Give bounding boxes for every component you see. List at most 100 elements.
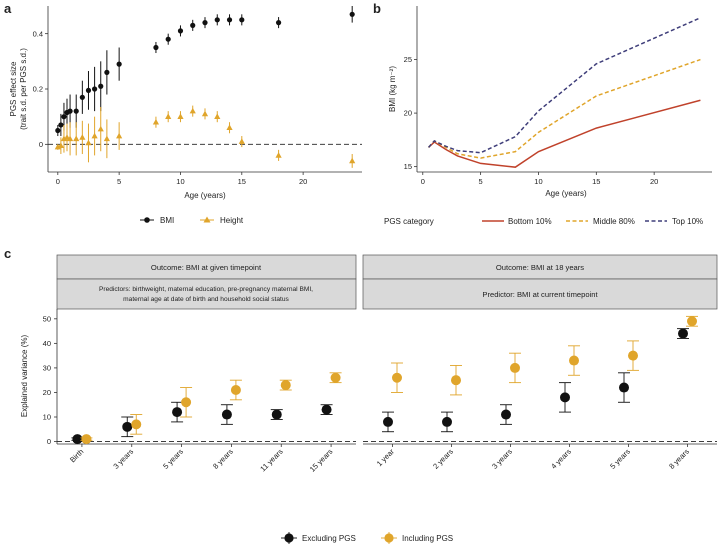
legend-top10-label: Top 10% bbox=[672, 217, 703, 226]
panel-b-x-tick-label: 20 bbox=[650, 177, 658, 186]
legend-excluding-label: Excluding PGS bbox=[302, 534, 356, 543]
panel-c-point-excluding-pgs bbox=[560, 392, 570, 403]
panel-b-y-label: BMI (kg m⁻²) bbox=[388, 66, 397, 112]
panel-a-point-bmi bbox=[177, 28, 184, 34]
panel-b-x-label: Age (years) bbox=[545, 189, 587, 198]
panel-b-x-tick-label: 10 bbox=[534, 177, 542, 186]
panel-a-point-height bbox=[91, 132, 98, 139]
panel-c-point-excluding-pgs bbox=[122, 421, 133, 432]
panel-a-point-height bbox=[57, 142, 64, 149]
panel-label-b: b bbox=[373, 1, 381, 16]
panel-c-x-tick-label: 11 years bbox=[258, 447, 284, 473]
panel-a-point-height bbox=[275, 152, 282, 158]
panel-c-point-excluding-pgs bbox=[383, 416, 393, 427]
panel-a-x-tick-label: 15 bbox=[238, 177, 246, 186]
panel-c-point-including-pgs bbox=[330, 372, 341, 383]
panel-a-y-tick-label: 0.2 bbox=[33, 85, 43, 94]
panel-a-x-label: Age (years) bbox=[184, 191, 226, 200]
panel-a-point-height bbox=[79, 134, 86, 140]
panel-a-y-tick-label: 0 bbox=[39, 140, 43, 149]
panel-c-y-tick-label: 40 bbox=[43, 339, 51, 348]
legend-bmi-label: BMI bbox=[160, 216, 174, 225]
panel-a-y-tick-label: 0.4 bbox=[33, 29, 43, 38]
panel-b-line-middle80 bbox=[428, 58, 701, 159]
panel-a-point-bmi bbox=[67, 108, 73, 114]
panel-b-line-bottom10 bbox=[428, 99, 701, 168]
panel-a-point-bmi bbox=[73, 108, 79, 114]
panel-a-x-tick-label: 20 bbox=[299, 177, 307, 186]
panel-c-point-including-pgs bbox=[230, 385, 241, 395]
panel-b-x-tick-label: 15 bbox=[592, 177, 600, 186]
panel-b-line-top10 bbox=[428, 17, 701, 154]
legend-height-label: Height bbox=[220, 216, 244, 225]
panel-a-chart: 0 5 10 15 20 0 0.2 0.4 Age (years) PGS effect s… bbox=[9, 6, 362, 225]
panel-a-x-tick-label: 5 bbox=[117, 177, 121, 186]
panel-a-point-height bbox=[97, 125, 104, 132]
panel-c-point-excluding-pgs bbox=[501, 409, 511, 420]
panel-b-y-tick-label: 20 bbox=[404, 109, 412, 118]
panel-c-x-tick-label: 1 year bbox=[375, 447, 396, 468]
panel-c-y-tick-label: 10 bbox=[43, 413, 51, 422]
panel-c-x-tick-label: 8 years bbox=[667, 447, 691, 471]
panel-a-point-bmi bbox=[79, 94, 85, 100]
legend-bmi-marker bbox=[144, 217, 150, 223]
panel-label-a: a bbox=[4, 1, 12, 16]
panel-a-legend: BMI Height bbox=[140, 216, 244, 225]
legend-excluding-marker bbox=[284, 533, 294, 543]
panel-c-point-excluding-pgs bbox=[321, 404, 332, 415]
panel-a-point-height bbox=[66, 135, 74, 142]
panel-b-x-tick-label: 0 bbox=[421, 177, 425, 186]
panel-a-point-height bbox=[103, 135, 110, 142]
legend-bottom10-label: Bottom 10% bbox=[508, 217, 552, 226]
panel-b-y-tick-label: 25 bbox=[404, 55, 412, 64]
panel-a-point-bmi bbox=[104, 69, 110, 75]
panel-c-y-label: Explained variance (%) bbox=[20, 335, 29, 418]
panel-a-point-height bbox=[349, 157, 356, 164]
panel-c-x-tick-label: 3 years bbox=[490, 447, 514, 471]
panel-c-y-tick-label: 30 bbox=[43, 364, 51, 373]
panel-a-point-bmi bbox=[61, 114, 67, 120]
legend-title-pgs-category: PGS category bbox=[384, 217, 434, 226]
panel-a-point-height bbox=[189, 107, 196, 114]
panel-a-x-tick-label: 10 bbox=[176, 177, 184, 186]
panel-a-point-bmi bbox=[58, 122, 64, 128]
panel-a-point-bmi bbox=[275, 20, 282, 26]
panel-c-point-excluding-pgs bbox=[678, 328, 688, 339]
panel-a-point-bmi bbox=[214, 17, 220, 23]
panel-c-point-excluding-pgs bbox=[221, 409, 232, 420]
panel-c-x-tick-label: 2 years bbox=[431, 447, 455, 471]
legend-middle80-label: Middle 80% bbox=[593, 217, 635, 226]
panel-a-point-height bbox=[152, 118, 160, 125]
panel-a-point-bmi bbox=[165, 36, 171, 42]
facet1-predictor-label-line2: maternal age at date of birth and househ… bbox=[123, 296, 289, 303]
panel-a-point-height bbox=[177, 113, 184, 119]
facet2-predictor-label: Predictor: BMI at current timepoint bbox=[482, 290, 598, 299]
panel-a-point-bmi bbox=[349, 11, 355, 17]
panel-c-point-including-pgs bbox=[628, 350, 638, 361]
panel-a-point-height bbox=[214, 113, 221, 119]
panel-c-point-including-pgs bbox=[510, 362, 520, 373]
panel-a-point-bmi bbox=[226, 17, 233, 23]
panel-c-point-excluding-pgs bbox=[72, 434, 83, 445]
panel-c-point-excluding-pgs bbox=[442, 416, 452, 427]
panel-c-x-tick-label: Birth bbox=[68, 447, 85, 464]
panel-c-x-tick-label: 15 years bbox=[308, 447, 335, 474]
panel-a-point-height bbox=[165, 113, 172, 119]
facet1-predictor-strip bbox=[56, 278, 357, 310]
panel-a-point-bmi bbox=[153, 44, 159, 51]
panel-b-y-tick-label: 15 bbox=[404, 162, 412, 171]
panel-c-y-tick-label: 50 bbox=[43, 314, 51, 323]
panel-a-point-height bbox=[85, 139, 92, 146]
panel-a-x-tick-label: 0 bbox=[56, 177, 60, 186]
facet2-predictor-strip bbox=[362, 278, 718, 310]
panel-a-point-height bbox=[226, 124, 233, 131]
panel-c-x-tick-label: 5 years bbox=[161, 447, 185, 471]
panel-a-y-label-line1: PGS effect size bbox=[9, 61, 18, 117]
facet1-outcome-strip bbox=[56, 254, 357, 280]
panel-a-point-bmi bbox=[239, 17, 245, 23]
panel-c-x-tick-label: 3 years bbox=[111, 447, 135, 471]
panel-c-x-tick-label: 8 years bbox=[211, 447, 235, 471]
panel-b-x-tick-label: 5 bbox=[479, 177, 483, 186]
facet1-outcome-label: Outcome: BMI at given timepoint bbox=[151, 263, 262, 272]
